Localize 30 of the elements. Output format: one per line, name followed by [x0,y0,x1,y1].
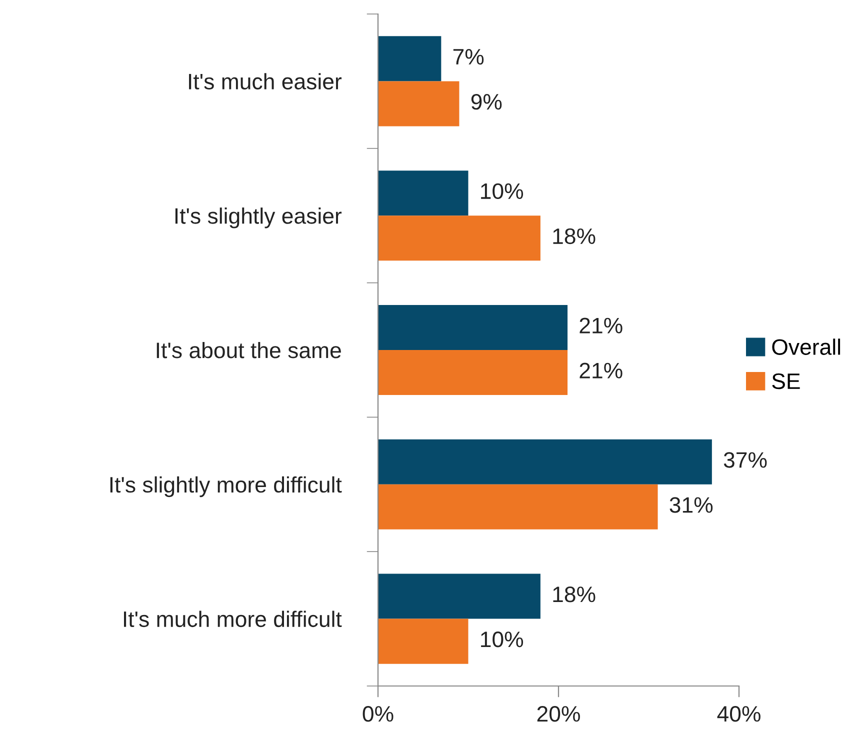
data-label: 18% [553,228,596,244]
data-label: 10% [481,632,524,648]
data-label: 10% [481,183,524,200]
legend-label: Overall [772,338,840,355]
bar [378,484,658,530]
x-tick-label: 40% [717,706,760,722]
data-label: 9% [471,94,502,110]
bar [378,216,540,261]
bar [378,350,568,396]
x-tick-label: 0% [362,706,394,722]
bar [378,81,460,126]
data-label: 21% [580,318,622,334]
data-label: 18% [553,586,596,602]
bar [378,170,468,216]
y-tick-label: It's much more difficult [124,610,342,628]
bar [378,304,568,350]
y-tick-label: It's slightly more difficult [110,476,342,498]
bar [378,574,540,619]
bar [378,618,468,664]
y-tick-label: It's about the same [156,342,341,358]
data-label: 7% [453,49,484,65]
bar [378,439,712,484]
y-tick-label: It's much easier [189,73,342,90]
legend-label: SE [772,373,800,390]
data-label: 31% [670,497,713,513]
data-label: 21% [580,362,622,378]
data-label: 37% [724,452,767,468]
bar [378,36,442,82]
x-tick-label: 20% [537,706,580,722]
y-tick-label: It's slightly easier [175,208,342,228]
